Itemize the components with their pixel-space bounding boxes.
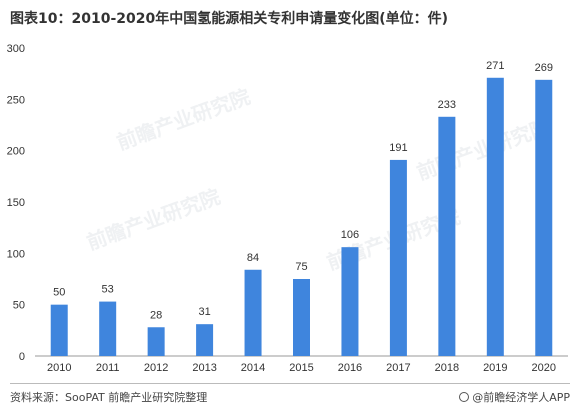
source-note: 资料来源：SooPAT 前瞻产业研究院整理: [10, 391, 208, 404]
x-tick-label: 2019: [483, 362, 507, 374]
bar-value-label: 31: [198, 306, 210, 318]
y-tick-label: 300: [7, 43, 25, 55]
bars-group: [50, 77, 553, 357]
bar: [50, 304, 68, 356]
bar-value-label: 269: [535, 62, 553, 74]
bar: [196, 324, 214, 356]
bar: [293, 279, 310, 356]
y-tick-label: 0: [19, 351, 25, 363]
x-tick-label: 2010: [47, 362, 71, 374]
bar-value-label: 28: [150, 309, 162, 321]
bar-value-label: 50: [53, 287, 65, 299]
watermark-layer: 前瞻产业研究院前瞻产业研究院前瞻产业研究院前瞻产业研究院: [84, 84, 554, 274]
footer-divider: [10, 383, 570, 384]
x-tick-label: 2012: [144, 362, 168, 374]
y-tick-label: 100: [7, 248, 25, 260]
x-tick-label: 2018: [435, 362, 459, 374]
bar: [486, 77, 504, 357]
bar: [147, 327, 165, 356]
y-axis: 0 50 100 150 200 250 300: [7, 43, 25, 363]
y-tick-label: 200: [7, 146, 25, 158]
bar: [535, 79, 553, 357]
chart-title: 图表10：2010-2020年中国氢能源相关专利申请量变化图(单位：件): [10, 11, 449, 27]
x-tick-label: 2013: [192, 362, 216, 374]
watermark-text: 前瞻产业研究院: [414, 114, 554, 184]
brand-text: @前瞻经济学人APP: [472, 391, 570, 404]
bar-value-label: 191: [389, 142, 407, 154]
bar-value-label: 106: [341, 229, 359, 241]
bar: [438, 116, 456, 356]
bar-value-label: 271: [486, 60, 504, 72]
x-tick-label: 2015: [289, 362, 313, 374]
y-tick-label: 150: [7, 197, 25, 209]
x-tick-label: 2014: [241, 362, 265, 374]
x-tick-label: 2020: [532, 362, 556, 374]
bar: [341, 247, 359, 356]
bar-value-label: 75: [295, 261, 307, 273]
brand-logo-icon: [459, 392, 470, 402]
bar-value-label: 53: [102, 284, 114, 296]
bar-labels-group: 50 53 28 31 84 75 106 191 233 271 269: [53, 60, 553, 321]
bar-value-label: 84: [247, 252, 259, 264]
bar: [99, 301, 117, 356]
x-tick-label: 2016: [338, 362, 362, 374]
bar: [244, 269, 262, 356]
y-tick-label: 250: [7, 94, 25, 106]
x-axis: 2010 2011 2012 2013 2014 2015 2016 2017 2018 2019…: [35, 355, 568, 374]
watermark-text: 前瞻产业研究院: [84, 184, 224, 254]
y-tick-label: 50: [13, 300, 25, 312]
brand-credit: @前瞻经济学人APP: [459, 389, 570, 405]
bar-value-label: 233: [438, 99, 456, 111]
bar: [389, 159, 407, 356]
x-tick-label: 2017: [386, 362, 410, 374]
x-tick-label: 2011: [96, 362, 120, 374]
watermark-text: 前瞻产业研究院: [114, 84, 254, 154]
